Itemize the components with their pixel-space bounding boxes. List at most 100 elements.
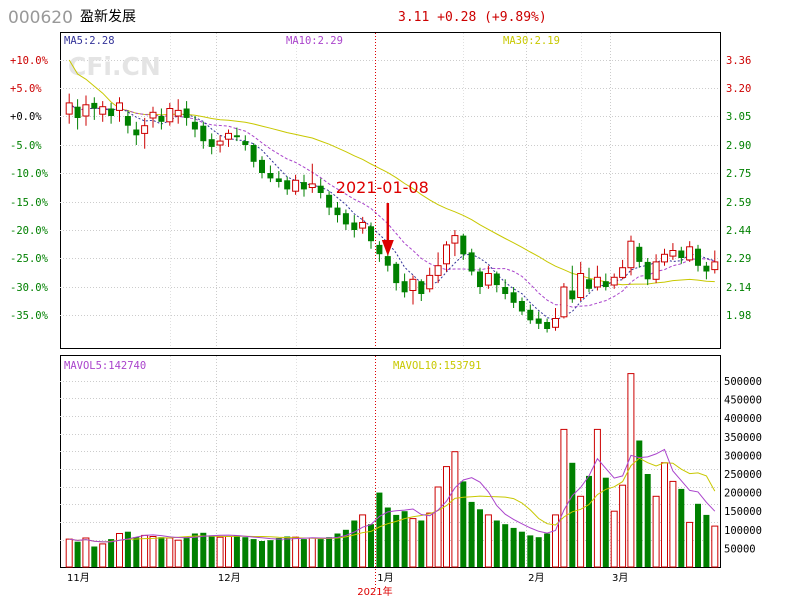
candle — [225, 129, 232, 147]
price-panel-frame — [60, 32, 721, 349]
volume-bar — [259, 541, 265, 567]
candle — [116, 97, 123, 122]
annotation-arrow-head — [381, 240, 394, 256]
candle — [133, 121, 140, 145]
candle — [535, 311, 542, 329]
candle — [502, 279, 509, 300]
price-tick-label: 2.29 — [726, 253, 751, 265]
price-tick-label: 2.59 — [726, 197, 751, 209]
candle — [510, 287, 517, 308]
mavol-legend-label: MAVOL10:153791 — [393, 360, 482, 372]
candle — [686, 241, 694, 262]
candle — [158, 108, 165, 130]
month-tick-label: 11月 — [67, 572, 90, 584]
percent-tick-label: +5.0% — [10, 83, 42, 95]
candle — [695, 244, 701, 272]
volume-bar — [636, 440, 643, 567]
ma-legend-label: MA10:2.29 — [286, 35, 343, 47]
candle — [99, 101, 107, 122]
volume-bar — [451, 451, 459, 568]
stock-code: 000620 — [8, 8, 73, 28]
volume-bar — [334, 533, 341, 567]
price-tick-label: 2.75 — [726, 168, 751, 180]
candle — [418, 279, 425, 301]
candle — [393, 261, 400, 291]
volume-bar — [627, 373, 635, 568]
volume-bar — [141, 534, 149, 568]
candle — [233, 127, 240, 142]
volume-bar — [200, 532, 207, 567]
mavol5-line — [69, 448, 716, 543]
candle — [409, 275, 417, 305]
candle — [174, 99, 182, 124]
month-tick-label: 3月 — [612, 572, 628, 584]
volume-bar — [460, 481, 467, 567]
volume-bar — [166, 537, 174, 568]
candle — [65, 93, 73, 124]
volume-bar — [418, 520, 425, 567]
candle — [678, 246, 685, 264]
candle — [334, 202, 341, 223]
volume-bar — [216, 536, 224, 568]
candle — [376, 241, 383, 262]
volume-tick-label: 300000 — [724, 450, 762, 462]
candle — [610, 273, 618, 289]
volume-bar — [602, 477, 609, 567]
percent-tick-label: -35.0% — [10, 310, 49, 322]
candle — [577, 261, 585, 301]
candle — [493, 271, 500, 293]
candle — [593, 265, 601, 291]
volume-tick-label: 150000 — [724, 506, 762, 518]
candle — [124, 110, 131, 134]
candle — [149, 106, 157, 128]
volume-bar — [426, 512, 434, 568]
volume-tick-label: 350000 — [724, 432, 762, 444]
candle — [586, 267, 592, 293]
candle — [242, 135, 249, 151]
candle — [292, 174, 300, 195]
price-tick-label: 3.20 — [726, 83, 751, 95]
stock-quote: 3.11 +0.28 (+9.89%) — [398, 10, 547, 25]
volume-bar — [610, 510, 618, 568]
candle — [351, 215, 358, 238]
volume-bar — [284, 536, 291, 567]
volume-bar — [292, 536, 300, 568]
volume-bar — [484, 514, 492, 568]
candle — [468, 248, 475, 276]
volume-tick-label: 200000 — [724, 488, 762, 500]
volume-bar — [208, 535, 215, 567]
candle — [451, 230, 459, 257]
volume-bar — [560, 428, 568, 568]
volume-bar — [393, 514, 400, 567]
candle — [426, 267, 434, 293]
volume-bar — [443, 466, 450, 568]
volume-tick-label: 50000 — [724, 543, 756, 555]
candle — [627, 235, 635, 276]
candle — [267, 165, 274, 183]
candle — [141, 117, 149, 149]
candle — [108, 102, 115, 124]
candle — [552, 308, 559, 331]
candle — [434, 252, 442, 284]
candle — [300, 174, 307, 197]
volume-bar — [502, 524, 509, 567]
volume-bar — [351, 520, 358, 567]
volume-bar — [158, 537, 165, 567]
volume-bar — [267, 540, 274, 567]
volume-bar — [434, 486, 442, 568]
candle — [208, 133, 215, 155]
volume-bar — [275, 538, 282, 567]
candle — [259, 156, 265, 179]
candle — [317, 178, 324, 199]
volume-bar — [586, 475, 592, 567]
annotation-label: 2021-01-08 — [336, 178, 429, 197]
volume-tick-label: 400000 — [724, 413, 762, 425]
candle — [326, 191, 333, 216]
percent-tick-label: -15.0% — [10, 197, 49, 209]
volume-bar — [359, 514, 367, 568]
volume-bar — [300, 539, 307, 567]
volume-bar — [133, 537, 140, 567]
volume-bar — [527, 535, 534, 567]
candle — [342, 209, 349, 230]
price-tick-label: 2.90 — [726, 140, 751, 152]
